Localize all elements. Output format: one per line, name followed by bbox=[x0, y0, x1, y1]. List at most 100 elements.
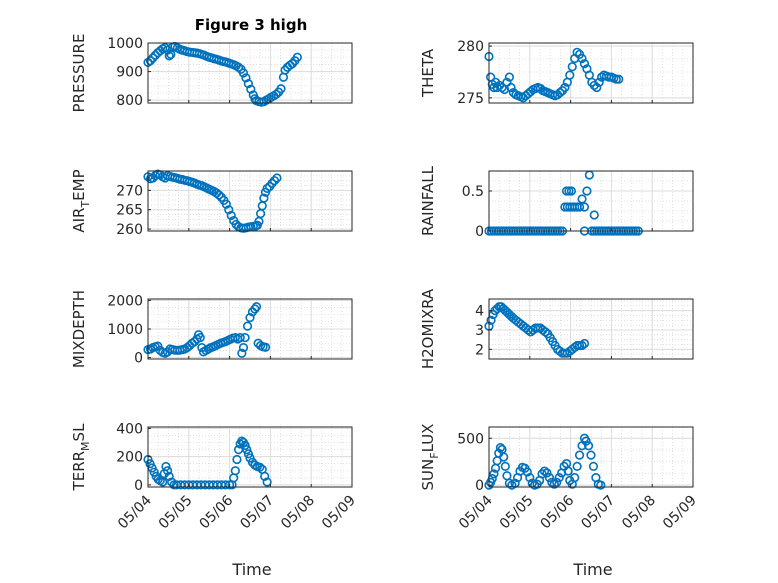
data-point bbox=[589, 210, 599, 220]
data-point bbox=[539, 466, 550, 476]
data-point bbox=[560, 82, 570, 93]
data-point bbox=[579, 59, 590, 69]
y-tick-label: 280 bbox=[457, 39, 484, 55]
data-point bbox=[540, 327, 550, 337]
data-point bbox=[259, 193, 269, 203]
data-point bbox=[245, 312, 255, 323]
data-point bbox=[260, 342, 271, 352]
data-point bbox=[262, 477, 272, 487]
panel-rainfall: 0 0.5 RAINFALL bbox=[419, 165, 694, 240]
data-point bbox=[588, 461, 599, 471]
data-point bbox=[255, 462, 265, 472]
data-point bbox=[547, 477, 557, 487]
data-point bbox=[565, 70, 575, 80]
axes-box bbox=[488, 298, 694, 360]
y-axis-label: THETA bbox=[419, 48, 437, 98]
x-tick-label: 05/07 bbox=[578, 493, 618, 533]
y-axis-label: H2OMIXRA bbox=[419, 288, 437, 369]
data-point bbox=[260, 471, 270, 482]
data-point bbox=[567, 62, 577, 72]
data-point bbox=[237, 348, 247, 358]
data-point bbox=[267, 178, 277, 188]
y-axis-label: TERRMSL bbox=[70, 423, 92, 492]
y-tick-label: 0 bbox=[134, 478, 143, 494]
x-tick-label: 05/06 bbox=[197, 492, 237, 532]
y-tick-label: 200 bbox=[116, 450, 143, 466]
panel-air_temp: 260 265 270 AIRTEMP bbox=[70, 169, 353, 238]
data-point bbox=[572, 461, 582, 471]
axes-box bbox=[488, 42, 694, 104]
data-point bbox=[148, 53, 158, 63]
axes-box bbox=[147, 170, 353, 232]
data-point bbox=[238, 342, 249, 353]
data-point bbox=[577, 340, 587, 351]
data-point bbox=[276, 84, 286, 94]
y-tick-label: 270 bbox=[116, 183, 143, 199]
data-point bbox=[162, 466, 173, 476]
axes-box bbox=[147, 42, 353, 104]
data-point bbox=[563, 466, 573, 476]
x-tick-label: 05/04 bbox=[456, 492, 496, 532]
data-point bbox=[230, 466, 240, 476]
y-tick-label: 500 bbox=[457, 431, 484, 447]
data-point bbox=[572, 47, 582, 57]
y-tick-label: 2000 bbox=[107, 293, 143, 309]
x-tick-label: 05/08 bbox=[278, 493, 318, 533]
data-point bbox=[243, 78, 253, 89]
panel-sun_flux: 0 500 SUNFLUX 05/04 05/05 05/06 05/07 05/08 05/0… bbox=[419, 424, 700, 579]
data-point bbox=[497, 82, 507, 93]
data-point bbox=[161, 461, 171, 472]
axes-box bbox=[488, 426, 694, 488]
data-point bbox=[292, 52, 302, 62]
data-point bbox=[542, 468, 552, 478]
y-tick-label: 1000 bbox=[107, 36, 143, 52]
data-point bbox=[243, 449, 253, 459]
data-point bbox=[224, 205, 234, 215]
x-tick-label: 05/05 bbox=[156, 493, 196, 533]
data-point bbox=[232, 454, 242, 465]
y-tick-label: 1000 bbox=[107, 322, 143, 338]
data-point bbox=[246, 84, 256, 94]
x-tick-label: 05/06 bbox=[538, 492, 578, 532]
y-tick-label: 400 bbox=[116, 421, 143, 437]
panel-pressure: 800 900 1000 PRESSURE bbox=[70, 34, 353, 113]
data-point bbox=[271, 89, 281, 100]
data-point bbox=[566, 186, 577, 196]
data-point bbox=[164, 471, 174, 482]
data-point bbox=[522, 467, 532, 477]
data-point bbox=[582, 186, 592, 196]
data-point bbox=[581, 436, 591, 446]
y-tick-label: 265 bbox=[116, 203, 143, 219]
panel-h2omixra: 2 3 4 H2OMIXRA bbox=[419, 288, 694, 369]
data-point bbox=[586, 450, 596, 460]
axes-box bbox=[488, 170, 694, 232]
y-tick-label: 0 bbox=[475, 478, 484, 494]
data-point bbox=[499, 452, 509, 462]
data-point bbox=[262, 183, 272, 194]
data-point bbox=[250, 304, 260, 314]
data-point bbox=[504, 72, 515, 82]
panel-terr_msl: 0 200 400 TERRMSL 05/04 05/05 05/06 05/07 05/08 0… bbox=[70, 421, 359, 579]
data-point bbox=[596, 480, 606, 490]
data-point bbox=[269, 176, 280, 186]
data-point bbox=[592, 82, 602, 93]
x-tick-label: 05/08 bbox=[619, 493, 659, 533]
data-point bbox=[577, 53, 587, 64]
y-tick-label: 260 bbox=[116, 222, 143, 238]
y-tick-label: 0.5 bbox=[462, 184, 484, 200]
y-tick-label: 4 bbox=[475, 304, 484, 320]
y-tick-label: 2 bbox=[475, 342, 484, 358]
y-axis-label: SUNFLUX bbox=[419, 424, 441, 491]
x-tick-label: 05/04 bbox=[115, 492, 155, 532]
figure-title: Figure 3 high bbox=[195, 16, 308, 34]
data-point bbox=[486, 315, 496, 325]
data-point bbox=[614, 74, 624, 84]
y-axis-label: AIRTEMP bbox=[70, 169, 92, 232]
data-point bbox=[242, 321, 253, 331]
data-point bbox=[233, 62, 244, 72]
y-axis-label: PRESSURE bbox=[70, 34, 88, 113]
data-point bbox=[506, 82, 516, 93]
y-tick-label: 900 bbox=[116, 65, 143, 81]
data-point bbox=[241, 73, 251, 83]
data-point bbox=[594, 77, 604, 87]
